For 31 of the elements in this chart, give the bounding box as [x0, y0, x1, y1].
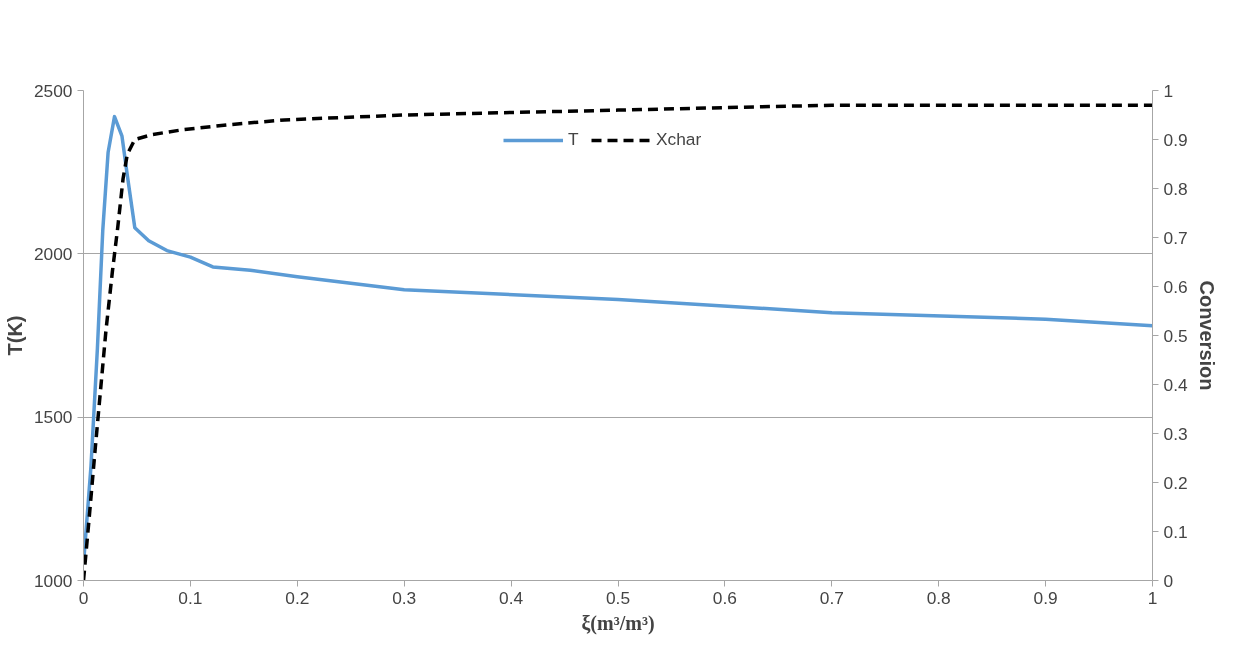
- x-tick-label: 0.2: [285, 587, 310, 608]
- y2-tick-label: 0.5: [1163, 325, 1188, 346]
- y-tick-label: 2000: [33, 243, 73, 264]
- y-tick-label: 1500: [33, 407, 73, 428]
- legend-label: Xchar: [656, 129, 702, 150]
- y2-axis-title: Conversion: [1195, 280, 1218, 391]
- x-tick-label: 0.8: [926, 587, 951, 608]
- y2-tick-label: 0.7: [1163, 227, 1188, 248]
- x-tick-label: 0.1: [178, 587, 203, 608]
- legend-label: T: [568, 129, 580, 150]
- y2-tick-label: 0.8: [1163, 178, 1188, 199]
- y-tick-label: 1000: [33, 570, 73, 591]
- x-tick-label: 0.3: [392, 587, 417, 608]
- y2-tick-label: 0.2: [1163, 472, 1188, 493]
- x-tick-label: 1: [1147, 587, 1158, 608]
- x-tick-label: 0.6: [712, 587, 737, 608]
- y2-tick-label: 0: [1163, 570, 1174, 591]
- y2-tick-label: 0.3: [1163, 423, 1188, 444]
- y2-tick-label: 0.4: [1163, 374, 1188, 395]
- y2-tick-label: 1: [1163, 80, 1174, 101]
- y-tick-label: 2500: [33, 80, 73, 101]
- x-tick-label: 0.9: [1033, 587, 1058, 608]
- y2-tick-label: 0.9: [1163, 129, 1188, 150]
- x-tick-label: 0: [78, 587, 89, 608]
- x-tick-label: 0.5: [605, 587, 631, 608]
- y-axis-title: T(K): [3, 315, 26, 356]
- y2-tick-label: 0.1: [1163, 521, 1188, 542]
- x-tick-label: 0.4: [499, 587, 524, 608]
- y2-tick-label: 0.6: [1163, 276, 1188, 297]
- x-axis-title: ξ(m³/m³): [581, 611, 655, 635]
- x-tick-label: 0.7: [819, 587, 844, 608]
